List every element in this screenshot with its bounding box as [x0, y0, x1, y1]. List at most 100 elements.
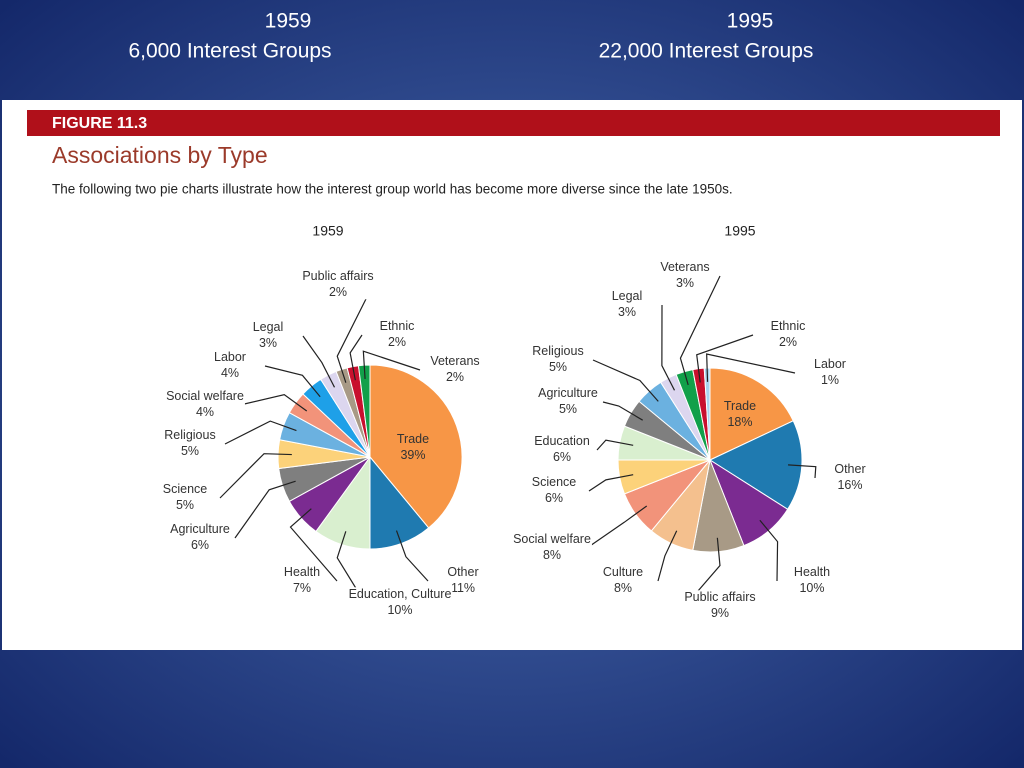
label-bg — [161, 482, 209, 513]
slice-name: Public affairs — [302, 269, 373, 283]
header-year: 1959 — [265, 10, 312, 33]
slice-label: Other 16% — [834, 462, 865, 492]
leader-line — [234, 480, 296, 539]
leader-line — [336, 284, 374, 383]
slice-value: 6% — [545, 491, 563, 505]
figure-title: Associations by Type — [52, 142, 268, 168]
slice-label: Social welfare 4% — [166, 389, 244, 419]
slice-value: 2% — [388, 335, 406, 349]
label-bg — [530, 475, 578, 506]
figure-description: The following two pie charts illustrate … — [52, 182, 733, 197]
label-bg — [251, 320, 285, 351]
leader-line — [679, 275, 721, 386]
label-bg — [213, 350, 247, 381]
label-bg — [165, 389, 245, 420]
label-bg — [512, 532, 592, 563]
slice-name: Ethnic — [380, 319, 415, 333]
slice-label: Agriculture 5% — [538, 386, 598, 416]
slice-value: 39% — [400, 448, 425, 462]
slice-value: 2% — [446, 370, 464, 384]
leader-line — [602, 401, 643, 421]
slice-name: Trade — [397, 432, 429, 446]
slice-name: Health — [794, 565, 830, 579]
leader-line — [349, 334, 363, 381]
label-bg — [659, 260, 711, 291]
slice-label: Legal 3% — [253, 320, 284, 350]
label-bg — [347, 587, 453, 618]
slice-value: 3% — [676, 276, 694, 290]
slice-label: Public affairs 9% — [684, 590, 755, 620]
slice-name: Other — [834, 462, 865, 476]
slice-label: Science 6% — [532, 475, 577, 505]
slice-value: 6% — [553, 450, 571, 464]
header-year: 1995 — [727, 10, 774, 33]
slice-name: Other — [447, 565, 478, 579]
label-bg — [378, 319, 416, 350]
slice-label: Legal 3% — [612, 289, 643, 319]
slice-label: Trade 39% — [397, 432, 429, 462]
slice-name: Religious — [164, 428, 215, 442]
leader-line — [657, 530, 678, 582]
slice-value: 2% — [329, 285, 347, 299]
slice-name: Veterans — [430, 354, 479, 368]
slice-name: Agriculture — [170, 522, 230, 536]
slice-label: Ethnic 2% — [771, 319, 806, 349]
leader-line — [588, 474, 634, 492]
figure-panel — [2, 100, 1022, 650]
slice-value: 8% — [614, 581, 632, 595]
slice-name: Legal — [612, 289, 643, 303]
slice-value: 5% — [559, 402, 577, 416]
slice-label: Veterans 2% — [430, 354, 479, 384]
slice-label: Social welfare 8% — [513, 532, 591, 562]
leader-line — [224, 420, 297, 445]
label-bg — [601, 565, 645, 596]
slice-label: Health 10% — [794, 565, 830, 595]
slice-label: Culture 8% — [603, 565, 643, 595]
slice-label: Agriculture 6% — [170, 522, 230, 552]
slice-name: Trade — [724, 399, 756, 413]
slice-label: Other 11% — [447, 565, 478, 595]
slice-name: Agriculture — [538, 386, 598, 400]
leader-line — [239, 394, 308, 412]
pie-slice — [369, 364, 463, 529]
slice-name: Science — [163, 482, 208, 496]
slice-value: 11% — [451, 581, 475, 595]
slice-value: 10% — [799, 581, 824, 595]
slice-label: Religious 5% — [532, 344, 583, 374]
slice-label: Education, Culture 10% — [349, 587, 452, 617]
label-bg — [610, 289, 644, 320]
label-bg — [282, 565, 322, 596]
leader-line — [362, 350, 421, 379]
pie-slice — [709, 367, 794, 461]
slice-value: 2% — [779, 335, 797, 349]
header-count: 22,000 Interest Groups — [599, 40, 814, 63]
label-bg — [813, 357, 847, 388]
slice-name: Education — [534, 434, 590, 448]
leader-line — [788, 464, 817, 479]
label-bg — [769, 319, 807, 350]
slice-name: Education, Culture — [349, 587, 452, 601]
slice-name: Legal — [253, 320, 284, 334]
leader-line — [759, 519, 779, 582]
label-bg — [537, 386, 599, 417]
leader-line — [395, 530, 429, 582]
leader-line — [586, 505, 648, 549]
label-bg — [301, 269, 375, 300]
slice-value: 9% — [711, 606, 729, 620]
slice-value: 10% — [387, 603, 412, 617]
slice-label: Veterans 3% — [660, 260, 709, 290]
slice-value: 1% — [821, 373, 839, 387]
figure-number: FIGURE 11.3 — [52, 115, 147, 132]
leader-line — [264, 365, 321, 398]
slice-name: Ethnic — [771, 319, 806, 333]
slice-label: Education 6% — [534, 434, 590, 464]
slice-label: Religious 5% — [164, 428, 215, 458]
label-bg — [531, 344, 585, 375]
leader-line — [706, 353, 796, 382]
slice-label: Labor 1% — [814, 357, 846, 387]
chart-title: 1959 — [312, 223, 343, 239]
label-bg — [429, 354, 481, 385]
label-bg — [683, 590, 757, 621]
